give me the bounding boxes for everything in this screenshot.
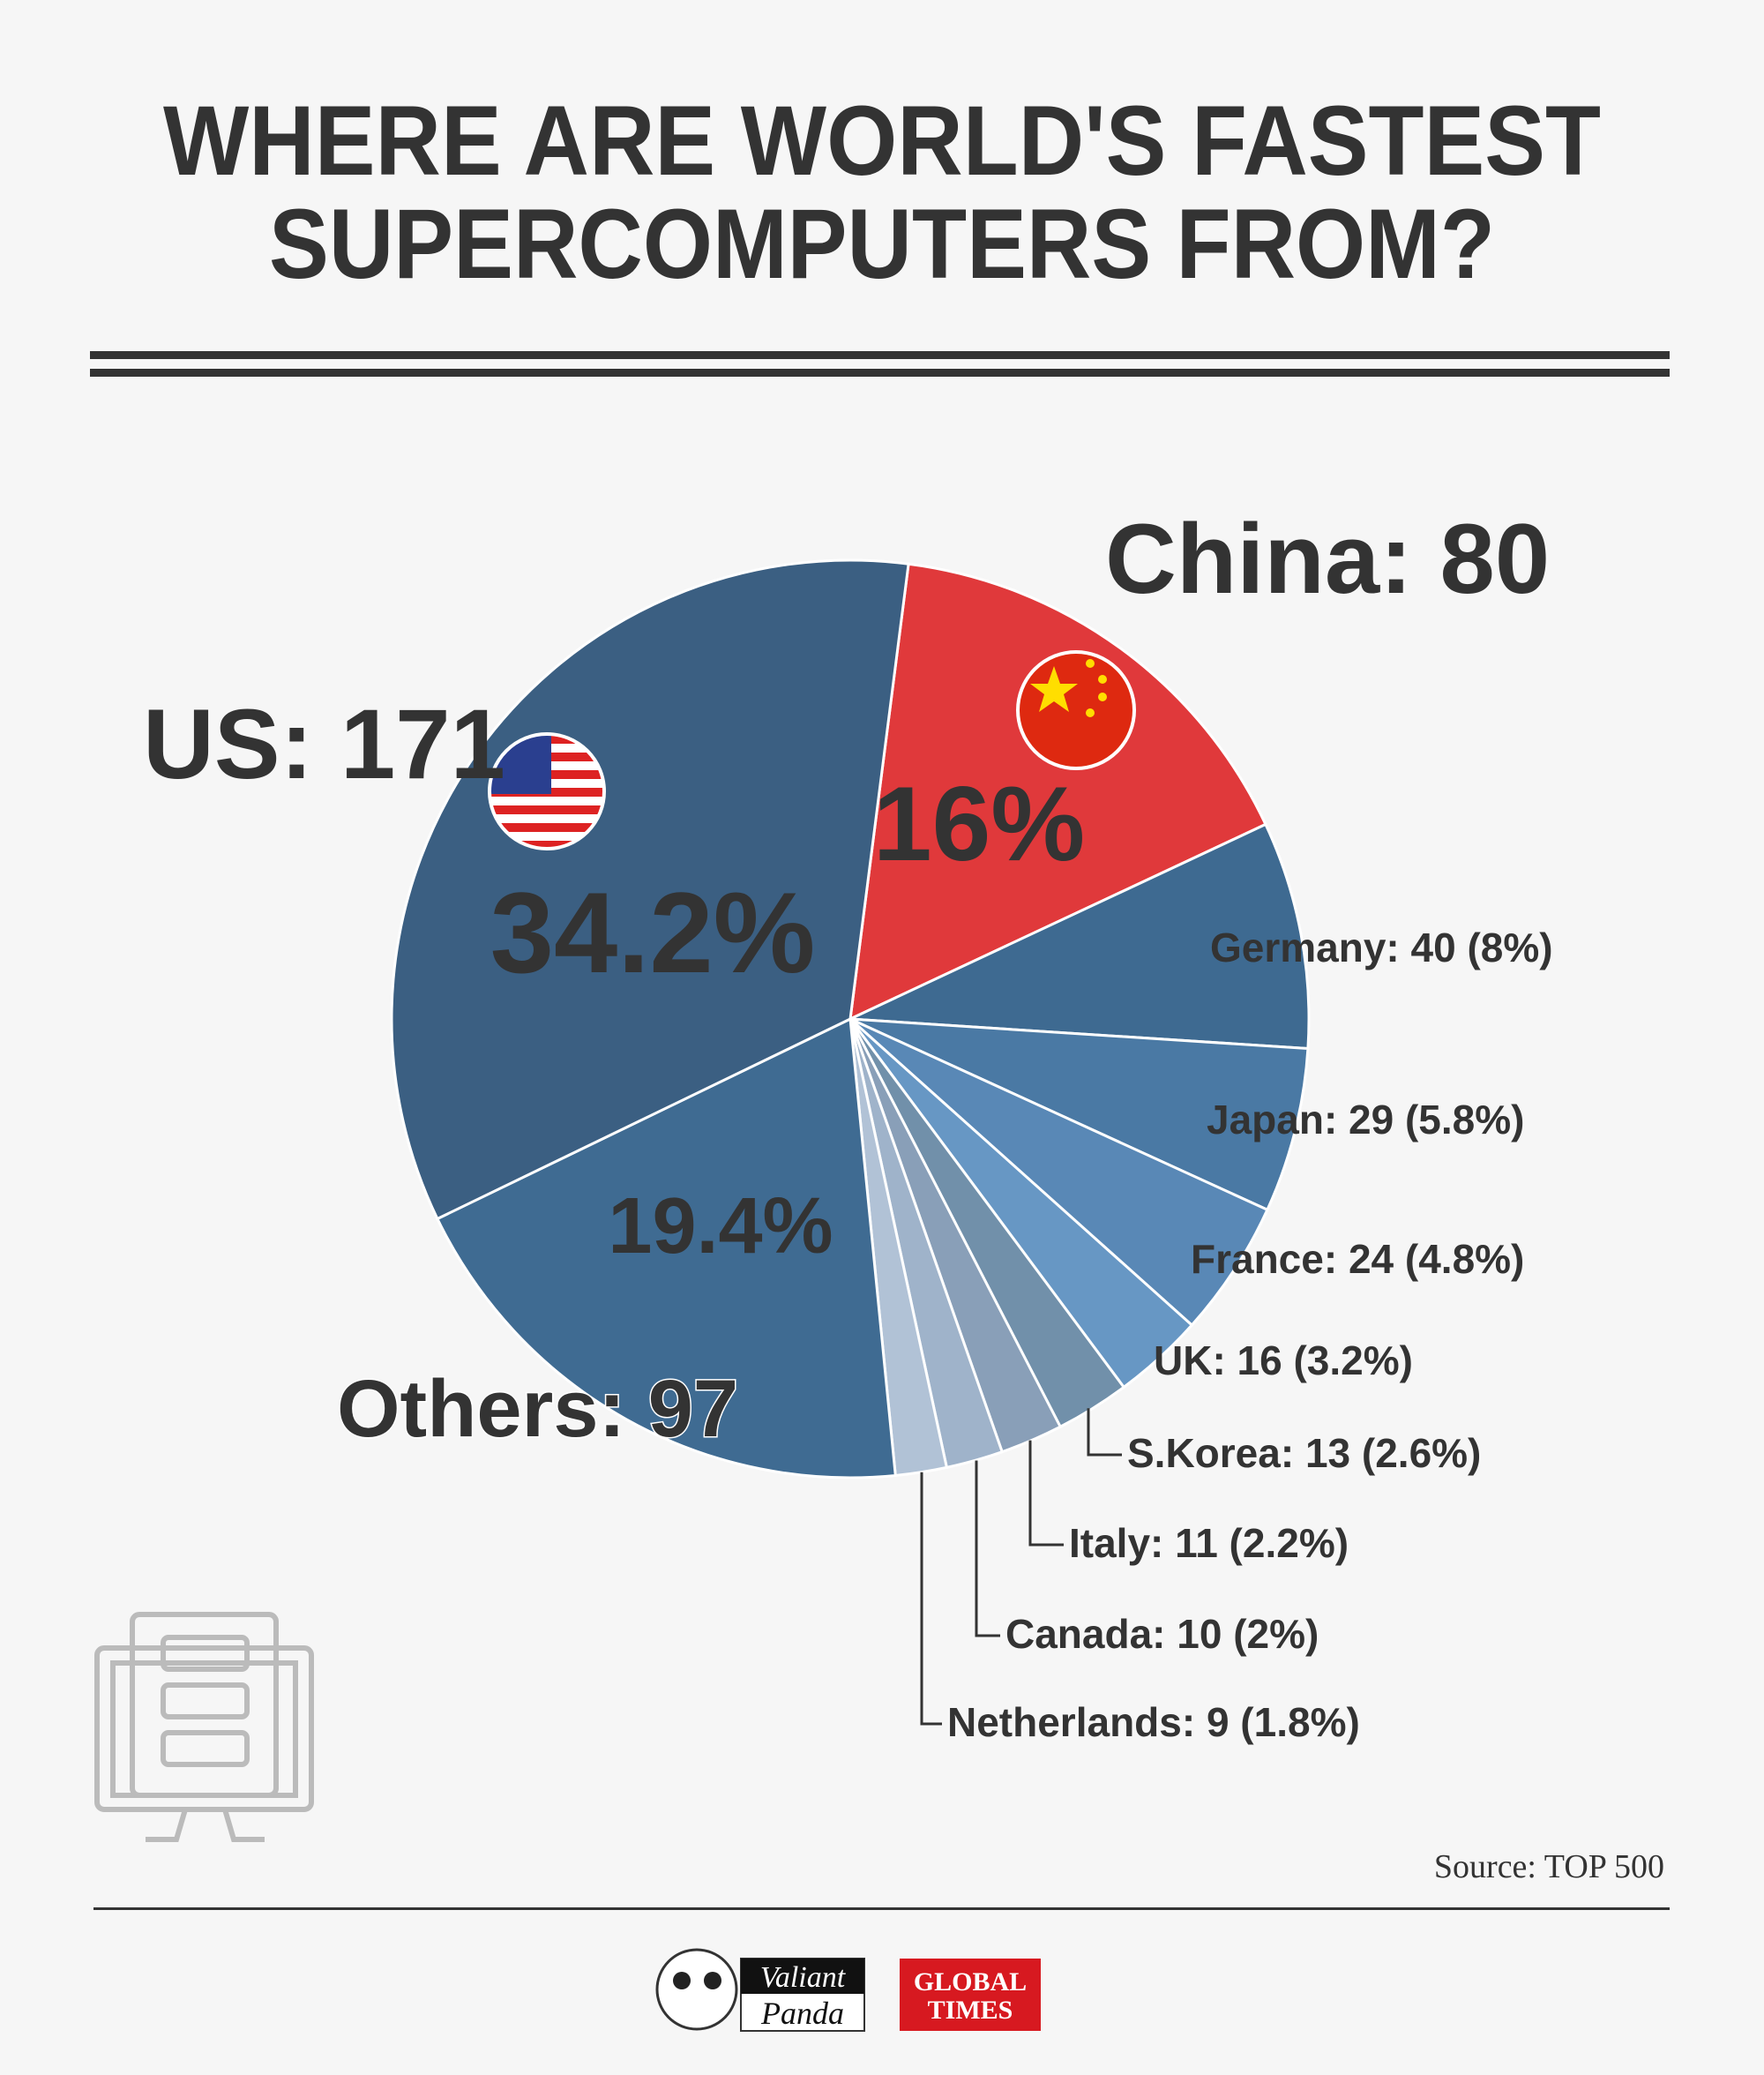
rule <box>90 351 1670 359</box>
logo-text: TIMES <box>928 1996 1013 2025</box>
pie <box>390 558 1311 1479</box>
leader-line <box>920 1472 942 1726</box>
slice-label: S.Korea: 13 (2.6%) <box>1127 1430 1481 1476</box>
computer-icon <box>94 1612 314 1842</box>
slice-label: Germany: 40 (8%) <box>1210 925 1553 970</box>
slice-label: Italy: 11 (2.2%) <box>1069 1520 1349 1566</box>
slice-label: China: 80 <box>1105 504 1550 614</box>
china-flag <box>1016 650 1136 770</box>
leader-line <box>975 1460 1000 1637</box>
leader-line <box>1087 1408 1122 1457</box>
slice-label: UK: 16 (3.2%) <box>1154 1337 1413 1383</box>
title-line: SUPERCOMPUTERS FROM? <box>269 189 1495 299</box>
percent-label: 16% <box>873 765 1085 883</box>
leader-line <box>1028 1440 1064 1547</box>
pie-slice <box>849 1017 1310 1212</box>
logo-text: Panda <box>760 1996 844 2031</box>
logo-valiant-panda: Valiant Panda <box>655 1948 865 2032</box>
slice-label: Canada: 10 (2%) <box>1005 1611 1319 1657</box>
pie-slice <box>848 562 1267 1022</box>
slice-label: Netherlands: 9 (1.8%) <box>947 1699 1360 1745</box>
title-line: WHERE ARE WORLD'S FASTEST <box>163 86 1601 196</box>
percent-label: 19.4% <box>608 1182 833 1270</box>
us-flag <box>488 732 606 850</box>
pie-slice <box>848 1017 1269 1328</box>
logo-text: Valiant <box>760 1961 847 1994</box>
percent-label: 34.2% <box>490 868 816 997</box>
slice-label: Others: 97 <box>337 1364 738 1454</box>
logo-text: GLOBAL <box>914 1967 1027 1996</box>
pie-slice <box>849 822 1311 1051</box>
slice-label: Japan: 29 (5.8%) <box>1207 1097 1524 1142</box>
slice-label: France: 24 (4.8%) <box>1191 1236 1524 1282</box>
pie-slice <box>390 558 910 1221</box>
source: Source: TOP 500 <box>1434 1848 1664 1885</box>
rule <box>93 1907 1670 1910</box>
pie-slice <box>435 1016 897 1479</box>
rule <box>90 369 1670 377</box>
logo-global-times: GLOBAL TIMES <box>900 1959 1041 2031</box>
slice-label: US: 171 <box>143 689 505 799</box>
